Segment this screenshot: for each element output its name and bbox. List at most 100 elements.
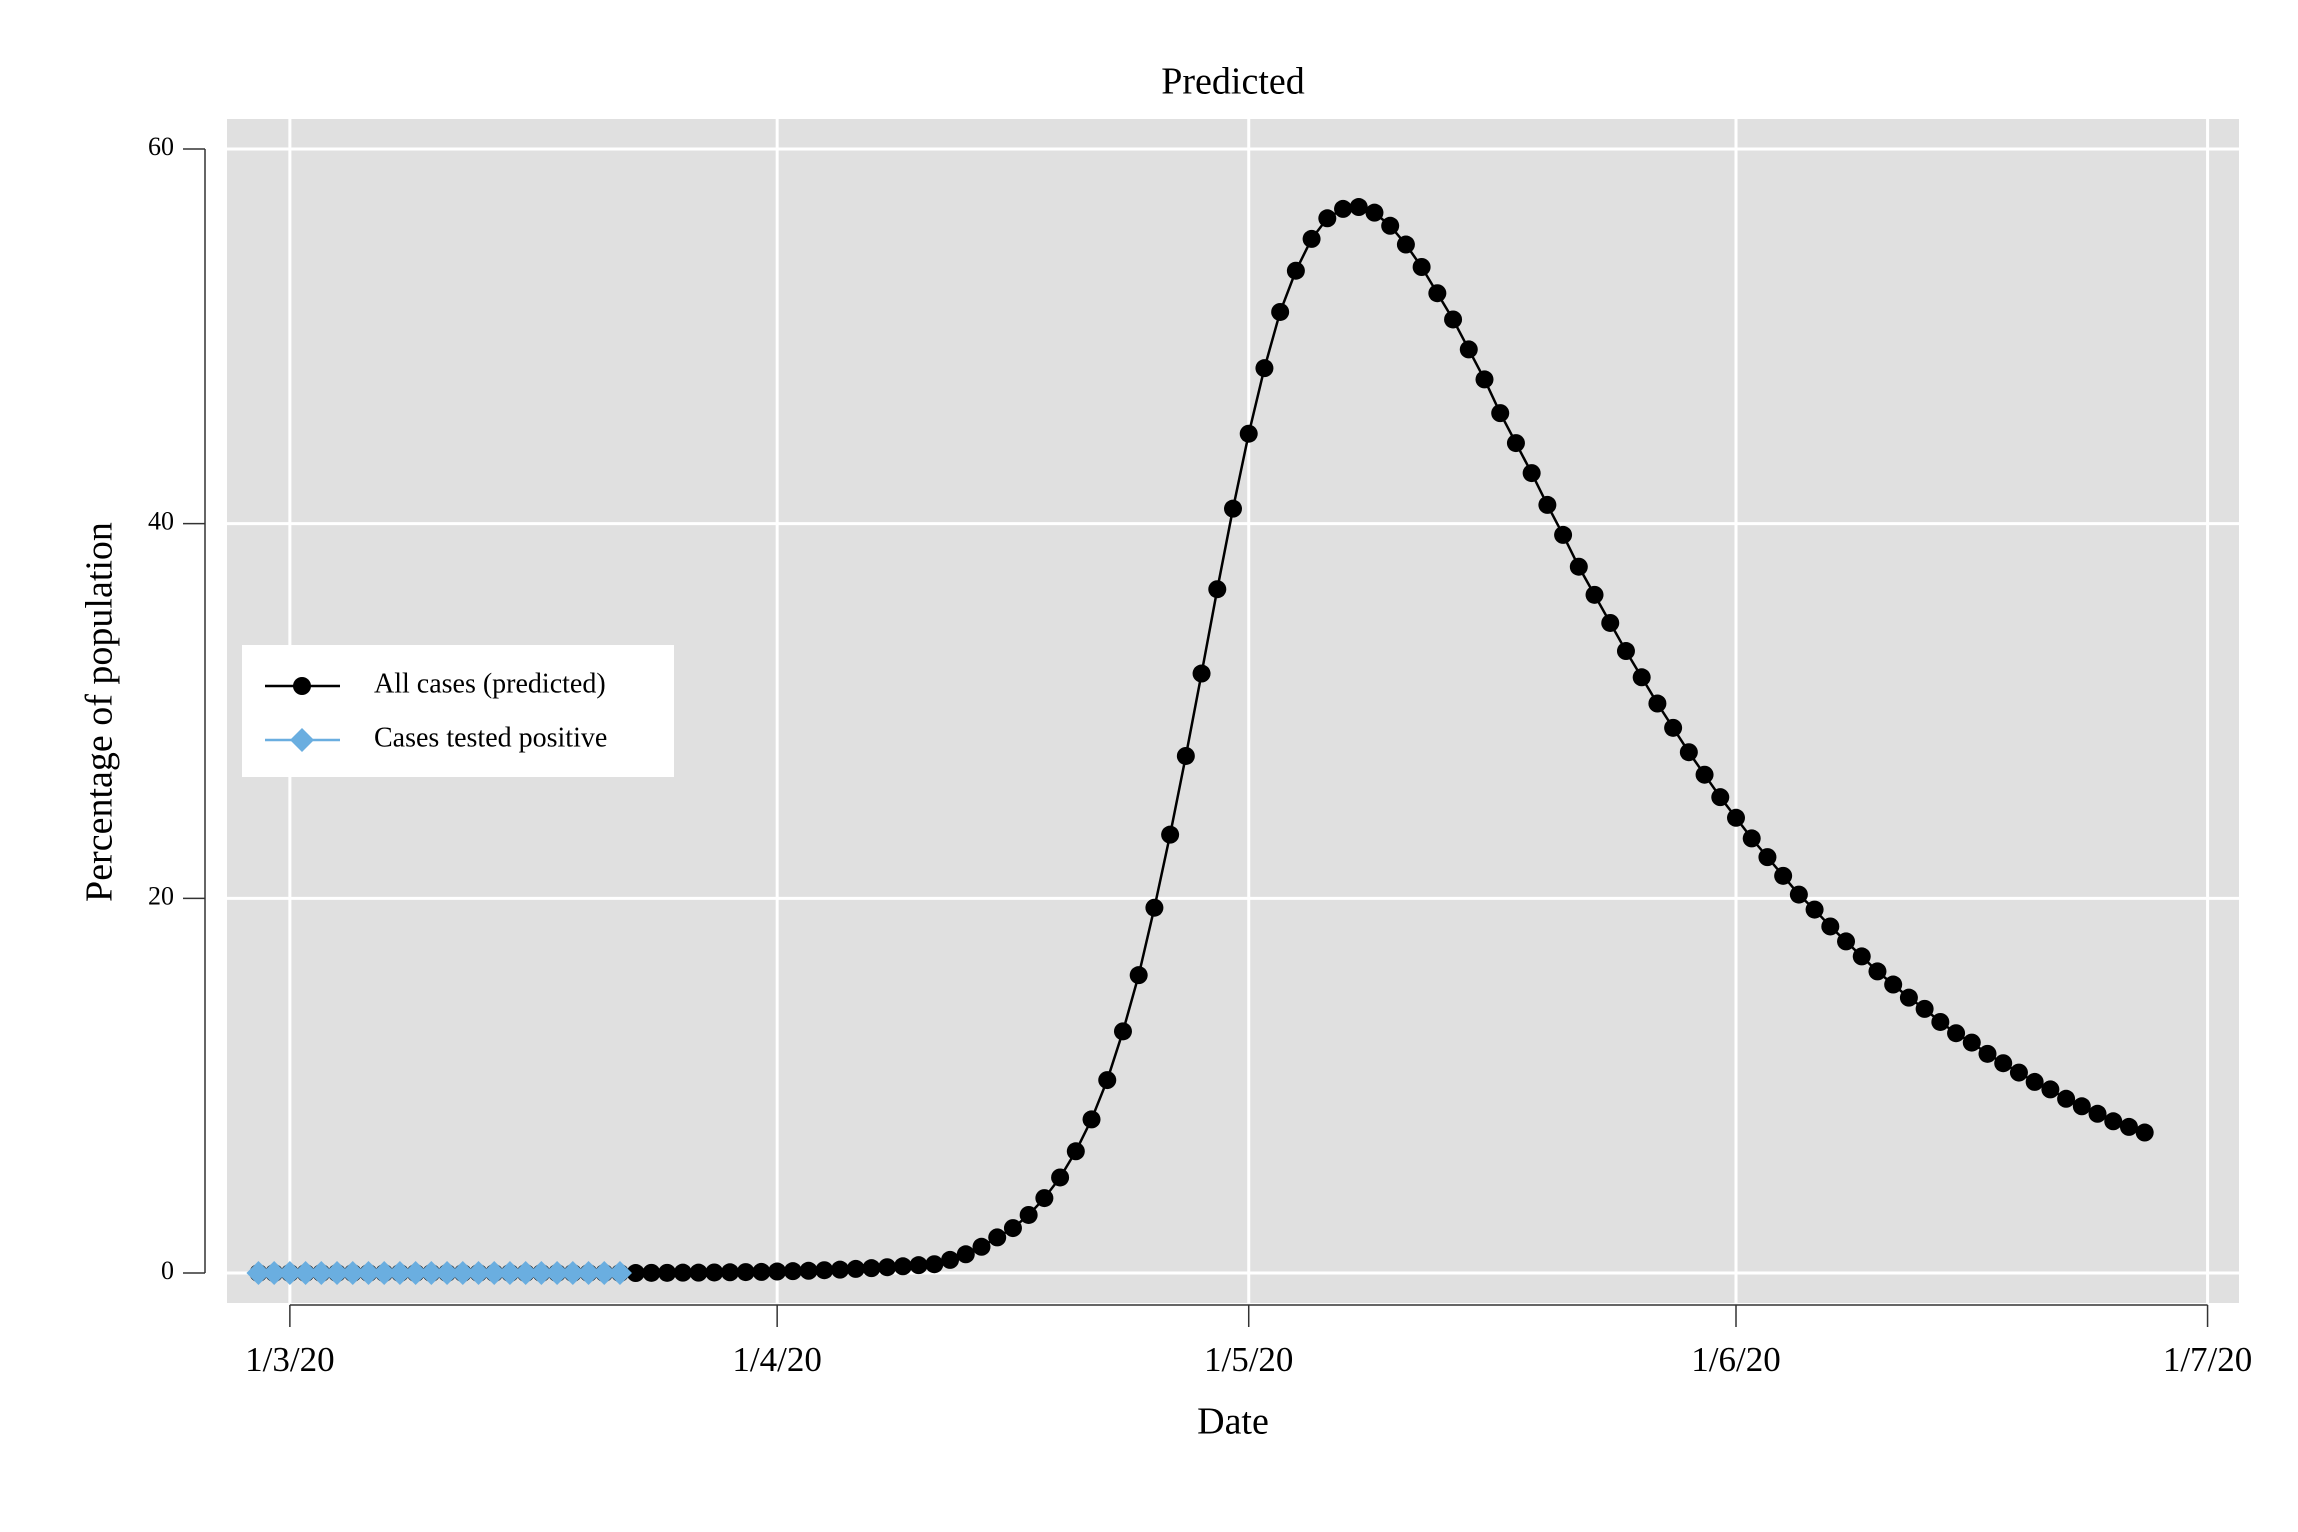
marker: [1554, 525, 1573, 544]
y-tick-label: 40: [148, 507, 174, 536]
x-tick-label: 1/3/20: [245, 1340, 334, 1379]
marker: [387, 1261, 412, 1286]
marker: [1381, 216, 1400, 235]
marker: [925, 1255, 944, 1274]
marker: [1962, 1033, 1981, 1052]
marker: [1428, 284, 1447, 303]
marker: [592, 1261, 617, 1286]
marker: [1349, 198, 1368, 217]
marker: [941, 1250, 960, 1269]
marker: [1837, 932, 1856, 951]
marker: [1868, 962, 1887, 981]
marker: [1176, 746, 1195, 765]
marker: [262, 1261, 287, 1286]
marker: [658, 1263, 677, 1282]
marker: [972, 1237, 991, 1256]
marker: [673, 1263, 692, 1282]
marker: [815, 1261, 834, 1280]
x-tick-label: 1/7/20: [2163, 1340, 2252, 1379]
x-tick-label: 1/5/20: [1204, 1340, 1293, 1379]
marker: [642, 1263, 661, 1282]
marker: [1019, 1205, 1038, 1224]
marker: [878, 1258, 897, 1277]
marker: [1648, 694, 1667, 713]
marker: [372, 1261, 397, 1286]
marker: [1522, 464, 1541, 483]
marker: [1632, 668, 1651, 687]
marker: [419, 1261, 444, 1286]
marker: [293, 677, 311, 695]
marker: [2057, 1089, 2076, 1108]
marker: [705, 1263, 724, 1282]
marker: [1098, 1071, 1117, 1090]
marker: [466, 1261, 491, 1286]
marker: [1113, 1022, 1132, 1041]
marker: [1899, 988, 1918, 1007]
marker: [1852, 947, 1871, 966]
marker: [1082, 1110, 1101, 1129]
marker: [1585, 585, 1604, 604]
marker: [909, 1256, 928, 1275]
marker: [1947, 1024, 1966, 1043]
marker: [626, 1264, 645, 1283]
marker: [435, 1261, 460, 1286]
marker: [277, 1261, 302, 1286]
marker: [1538, 495, 1557, 514]
marker: [1318, 209, 1337, 228]
marker: [607, 1261, 632, 1286]
x-tick-label: 1/6/20: [1691, 1340, 1780, 1379]
marker: [988, 1228, 1007, 1247]
marker: [1789, 885, 1808, 904]
marker: [1994, 1054, 2013, 1073]
y-tick-label: 20: [148, 881, 174, 910]
marker: [1475, 370, 1494, 389]
marker: [1145, 898, 1164, 917]
marker: [862, 1259, 881, 1278]
legend-label: All cases (predicted): [374, 668, 606, 699]
marker: [290, 728, 314, 752]
marker: [1884, 975, 1903, 994]
marker: [340, 1261, 365, 1286]
marker: [1711, 788, 1730, 807]
marker: [1506, 434, 1525, 453]
marker: [1129, 966, 1148, 985]
marker: [689, 1263, 708, 1282]
marker: [2088, 1104, 2107, 1123]
marker: [1616, 642, 1635, 661]
y-tick-label: 60: [148, 132, 174, 161]
x-tick-label: 1/4/20: [732, 1340, 821, 1379]
chart-title: Predicted: [1161, 61, 1305, 103]
marker: [497, 1261, 522, 1286]
legend-box: [242, 645, 674, 777]
marker: [1931, 1012, 1950, 1031]
marker: [1302, 229, 1321, 248]
marker: [1334, 199, 1353, 218]
marker: [2072, 1097, 2091, 1116]
marker: [1821, 917, 1840, 936]
marker: [1066, 1142, 1085, 1161]
marker: [2009, 1063, 2028, 1082]
marker: [1664, 718, 1683, 737]
marker: [1003, 1219, 1022, 1238]
marker: [1255, 359, 1274, 378]
marker: [1569, 557, 1588, 576]
marker: [529, 1261, 554, 1286]
marker: [1161, 825, 1180, 844]
marker: [513, 1261, 538, 1286]
marker: [736, 1263, 755, 1282]
marker: [1695, 765, 1714, 784]
marker: [783, 1262, 802, 1281]
marker: [1758, 848, 1777, 867]
marker: [1727, 808, 1745, 827]
marker: [1224, 499, 1242, 518]
marker: [768, 1262, 787, 1281]
marker: [1459, 340, 1478, 359]
marker: [309, 1261, 334, 1286]
marker: [752, 1262, 771, 1281]
y-tick-label: 0: [161, 1256, 174, 1285]
marker: [450, 1261, 475, 1286]
marker: [1978, 1044, 1997, 1063]
marker: [403, 1261, 428, 1286]
marker: [545, 1261, 570, 1286]
